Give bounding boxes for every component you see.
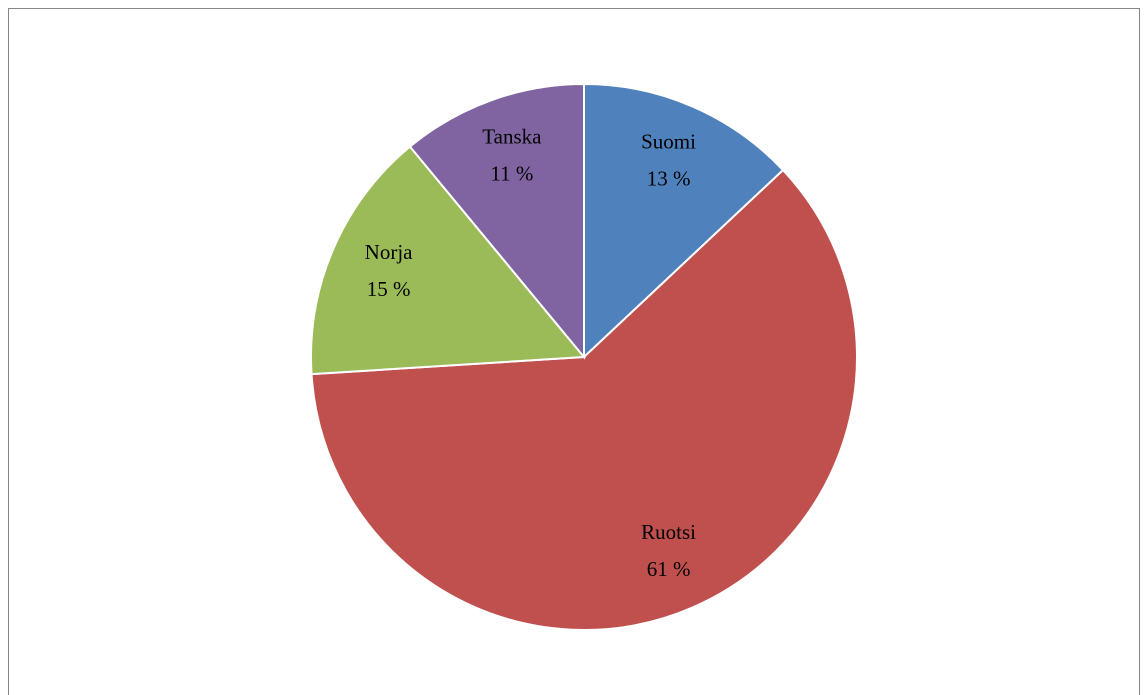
slice-value-label: 15 % — [367, 277, 411, 301]
slice-label: Suomi — [641, 129, 696, 153]
pie-slice — [583, 82, 785, 360]
slice-label: Ruotsi — [641, 520, 696, 544]
slice-label: Tanska — [482, 124, 542, 148]
pie-slice — [408, 82, 585, 360]
pie-slice — [310, 168, 858, 631]
slice-label: Norja — [365, 240, 413, 264]
slice-value-label: 13 % — [647, 166, 691, 190]
slice-value-label: 11 % — [490, 161, 533, 185]
pie-slice — [310, 145, 587, 376]
slice-value-label: 61 % — [647, 557, 691, 581]
